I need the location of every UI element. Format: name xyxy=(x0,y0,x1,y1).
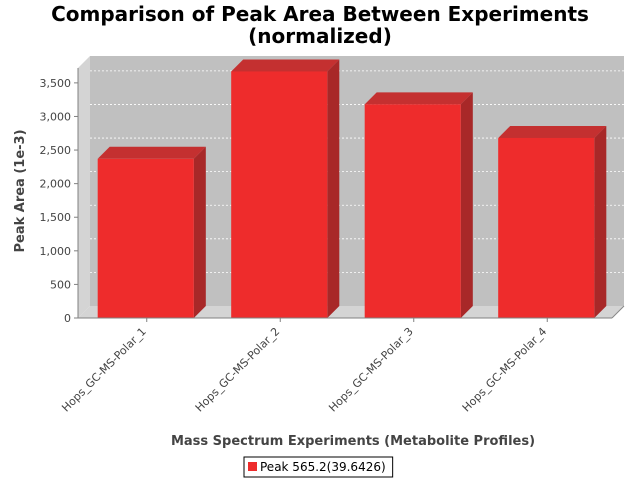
x-tick-label: Hops_GC-MS-Polar_2 xyxy=(193,325,283,415)
bar-side xyxy=(327,59,340,318)
bar-1 xyxy=(97,146,206,318)
legend: Peak 565.2(39.6426) xyxy=(243,456,394,478)
bar-3 xyxy=(364,92,473,318)
bar-side xyxy=(594,125,607,318)
bar xyxy=(364,104,461,318)
legend-box xyxy=(243,456,394,478)
bar xyxy=(231,71,328,318)
y-axis: 0 500 1,000 1,500 2,000 2,500 3,000 3,500 xyxy=(40,68,79,325)
bar-top xyxy=(97,146,206,159)
x-tick-label: Hops_GC-MS-Polar_4 xyxy=(460,325,550,415)
y-tick-label: 2,500 xyxy=(40,144,72,157)
x-tick-label: Hops_GC-MS-Polar_1 xyxy=(59,325,149,415)
plot-left-wall xyxy=(78,56,90,318)
bar-top xyxy=(498,125,607,138)
y-tick-label: 1,000 xyxy=(40,245,72,258)
y-axis-label: Peak Area (1e-3) xyxy=(13,129,28,252)
y-tick-label: 3,500 xyxy=(40,77,72,90)
x-tick-label: Hops_GC-MS-Polar_3 xyxy=(326,325,416,415)
y-tick-label: 500 xyxy=(50,278,71,291)
chart-subtitle: (normalized) xyxy=(248,24,392,48)
bar-side xyxy=(193,146,206,318)
bar xyxy=(498,137,595,318)
y-tick-label: 2,000 xyxy=(40,178,72,191)
bar-top xyxy=(231,59,340,72)
legend-swatch xyxy=(248,462,257,471)
y-tick-label: 0 xyxy=(64,312,71,325)
y-tick-label: 3,000 xyxy=(40,110,72,123)
bar-top xyxy=(364,92,473,105)
chart-title: Comparison of Peak Area Between Experime… xyxy=(51,2,589,26)
bar-side xyxy=(460,92,473,318)
y-tick-label: 1,500 xyxy=(40,211,72,224)
bar-4 xyxy=(498,125,607,318)
x-axis: Hops_GC-MS-Polar_1 Hops_GC-MS-Polar_2 Hops… xyxy=(59,317,612,415)
plot-floor xyxy=(78,306,624,318)
bars xyxy=(97,59,607,318)
plot-floor-edge xyxy=(611,305,625,319)
legend-entry: Peak 565.2(39.6426) xyxy=(260,460,386,474)
x-axis-label: Mass Spectrum Experiments (Metabolite Pr… xyxy=(171,434,535,449)
bar-2 xyxy=(231,59,340,318)
bar xyxy=(97,158,194,318)
